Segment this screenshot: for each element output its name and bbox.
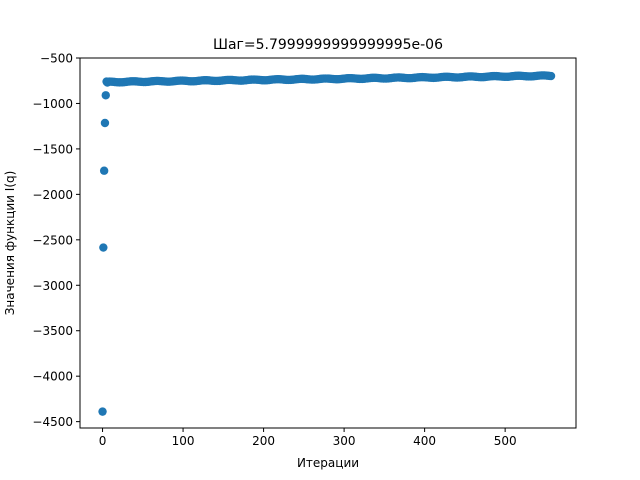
data-points <box>98 71 556 416</box>
y-tick-label: −3000 <box>32 279 73 293</box>
x-tick-label: 0 <box>99 434 107 448</box>
x-tick-label: 500 <box>494 434 517 448</box>
y-tick-label: −1500 <box>32 142 73 156</box>
x-axis-label: Итерации <box>297 456 359 470</box>
x-tick-label: 400 <box>413 434 436 448</box>
data-point <box>100 118 110 128</box>
data-point <box>101 91 110 100</box>
y-axis-label: Значения функции I(q) <box>3 171 17 316</box>
data-point <box>99 166 109 175</box>
y-tick-label: −4500 <box>32 415 73 429</box>
y-tick-label: −4000 <box>32 370 73 384</box>
data-point <box>98 407 107 416</box>
plot-frame <box>79 57 577 429</box>
y-tick-label: −1000 <box>32 97 73 111</box>
y-tick-label: −2500 <box>32 233 73 247</box>
y-tick-label: −2000 <box>32 188 73 202</box>
y-axis-ticks: −4500 −4000 −3500 −3000 −2500 −2000 −1500 −1000… <box>32 52 80 429</box>
data-point <box>99 243 108 252</box>
chart-title: Шаг=5.7999999999999995e-06 <box>213 37 443 53</box>
data-point <box>546 71 556 81</box>
y-tick-label: −3500 <box>32 324 73 338</box>
x-tick-label: 100 <box>172 434 195 448</box>
x-axis-ticks: 0 100 200 300 400 500 <box>99 428 517 448</box>
x-tick-label: 200 <box>252 434 275 448</box>
y-tick-label: −500 <box>40 52 73 66</box>
x-tick-label: 300 <box>333 434 356 448</box>
